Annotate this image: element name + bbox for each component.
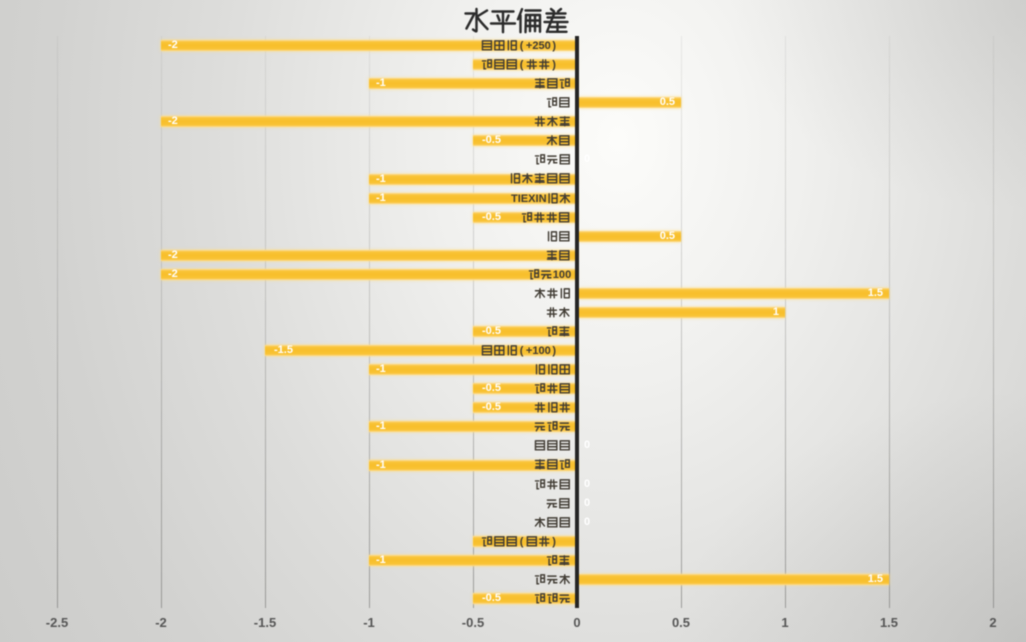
- svg-text:100: 100: [553, 269, 571, 281]
- svg-text:): ): [552, 345, 556, 357]
- svg-text:(: (: [519, 345, 523, 357]
- svg-text:): ): [552, 59, 556, 71]
- svg-text:TIEXIN: TIEXIN: [511, 192, 547, 204]
- svg-text:+250: +250: [525, 40, 550, 52]
- svg-text:(: (: [519, 536, 523, 548]
- svg-text:(: (: [519, 59, 523, 71]
- svg-text:+100: +100: [525, 345, 550, 357]
- svg-text:): ): [552, 536, 556, 548]
- svg-text:): ): [552, 40, 556, 52]
- svg-text:(: (: [519, 40, 523, 52]
